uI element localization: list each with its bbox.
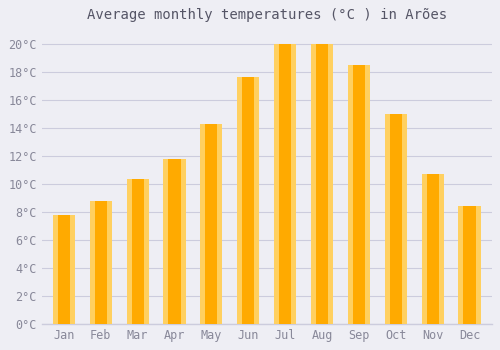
- Bar: [422, 174, 444, 324]
- Bar: [94, 201, 107, 324]
- Bar: [279, 44, 291, 324]
- Bar: [353, 65, 365, 324]
- Bar: [206, 124, 218, 324]
- Bar: [458, 206, 480, 324]
- Bar: [384, 114, 407, 324]
- Bar: [237, 77, 260, 324]
- Bar: [390, 114, 402, 324]
- Bar: [464, 206, 475, 324]
- Bar: [426, 174, 438, 324]
- Title: Average monthly temperatures (°C ) in Arões: Average monthly temperatures (°C ) in Ar…: [86, 8, 446, 22]
- Bar: [58, 215, 70, 324]
- Bar: [90, 201, 112, 324]
- Bar: [200, 124, 222, 324]
- Bar: [132, 178, 143, 324]
- Bar: [164, 159, 186, 324]
- Bar: [242, 77, 254, 324]
- Bar: [348, 65, 370, 324]
- Bar: [274, 44, 296, 324]
- Bar: [311, 44, 333, 324]
- Bar: [168, 159, 180, 324]
- Bar: [126, 178, 148, 324]
- Bar: [316, 44, 328, 324]
- Bar: [53, 215, 75, 324]
